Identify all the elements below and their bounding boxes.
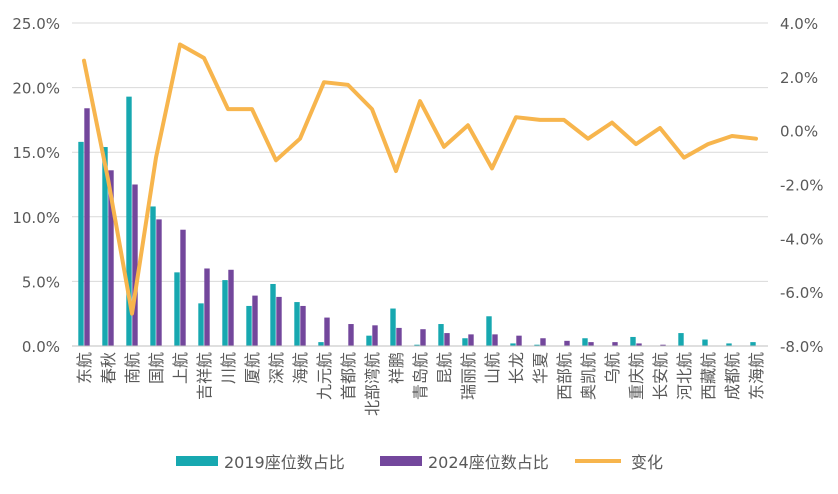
bar-2024 <box>156 219 161 346</box>
bar-2019 <box>678 333 683 346</box>
bar-2019 <box>222 280 227 346</box>
bar-2019 <box>438 324 443 346</box>
bar-2019 <box>270 284 275 346</box>
y-right-tick-label: 0.0% <box>780 123 818 141</box>
bar-2024 <box>180 230 185 346</box>
bar-2024 <box>324 318 329 346</box>
x-tick-label: 国航 <box>147 352 166 384</box>
bar-2019 <box>582 338 587 346</box>
x-tick-label: 青岛航 <box>411 352 430 400</box>
x-tick-label: 奥凯航 <box>579 352 598 400</box>
y-right-tick-label: 4.0% <box>780 15 818 33</box>
legend-label: 变化 <box>631 453 663 472</box>
bar-2019 <box>246 306 251 346</box>
bar-2024 <box>612 342 617 346</box>
bar-2019 <box>150 206 155 346</box>
x-tick-label: 厦航 <box>243 352 262 384</box>
x-tick-label: 长安航 <box>651 352 670 400</box>
x-tick-label: 吉祥航 <box>195 352 214 400</box>
bar-2019 <box>702 340 707 346</box>
bar-2019 <box>294 302 299 346</box>
x-tick-label: 河北航 <box>675 352 694 400</box>
bar-2024 <box>468 334 473 346</box>
bar-2019 <box>390 309 395 346</box>
x-tick-label: 华夏 <box>531 352 550 384</box>
legend-swatch <box>176 456 218 466</box>
legend: 2019座位数占比 2024座位数占比 变化 <box>176 453 663 472</box>
x-tick-label: 成都航 <box>723 352 742 400</box>
y-left-tick-label: 10.0% <box>12 209 60 227</box>
x-tick-label: 山航 <box>483 352 502 384</box>
x-tick-label: 乌航 <box>603 352 622 384</box>
y-left-tick-label: 0.0% <box>22 338 60 356</box>
bar-2024 <box>348 324 353 346</box>
x-tick-label: 南航 <box>123 352 142 384</box>
bar-2019 <box>750 342 755 346</box>
y-left-tick-label: 15.0% <box>12 144 60 162</box>
y-right-tick-label: 2.0% <box>780 69 818 87</box>
x-tick-label: 川航 <box>219 352 238 384</box>
bar-2019 <box>486 316 491 346</box>
x-tick-label: 昆航 <box>435 352 454 384</box>
y-left-tick-label: 5.0% <box>22 273 60 291</box>
x-tick-label: 深航 <box>267 352 286 384</box>
bar-2024 <box>444 333 449 346</box>
legend-item: 2019座位数占比 <box>176 453 345 472</box>
bar-2019 <box>174 272 179 346</box>
bar-2019 <box>366 336 371 346</box>
x-tick-label: 瑞丽航 <box>459 352 478 400</box>
y-right-tick-label: -4.0% <box>780 230 824 248</box>
bar-2024 <box>540 338 545 346</box>
bar-2024 <box>372 325 377 346</box>
y-right-tick-label: -2.0% <box>780 177 824 195</box>
x-tick-label: 上航 <box>171 352 190 384</box>
legend-swatch <box>380 456 422 466</box>
bar-2019 <box>198 303 203 346</box>
bar-2019 <box>462 338 467 346</box>
bar-2024 <box>228 270 233 346</box>
legend-item: 2024座位数占比 <box>380 453 549 472</box>
bar-2024 <box>300 306 305 346</box>
bar-2024 <box>276 297 281 346</box>
bar-2024 <box>516 336 521 346</box>
bar-2024 <box>252 296 257 346</box>
legend-label: 2019座位数占比 <box>224 453 345 472</box>
bar-2024 <box>564 341 569 346</box>
legend-item: 变化 <box>575 453 663 472</box>
y-left-tick-label: 20.0% <box>12 80 60 98</box>
x-tick-label: 重庆航 <box>627 352 646 400</box>
x-tick-label: 东海航 <box>747 352 766 400</box>
y-right-tick-label: -8.0% <box>780 338 824 356</box>
x-tick-label: 首都航 <box>339 352 358 400</box>
bar-2024 <box>420 329 425 346</box>
x-tick-label: 长龙 <box>507 352 526 384</box>
bar-2024 <box>132 185 137 347</box>
x-tick-label: 西藏航 <box>699 352 718 400</box>
x-tick-label: 祥鹏 <box>387 352 406 384</box>
bar-2019 <box>78 142 83 346</box>
bar-2019 <box>630 337 635 346</box>
legend-label: 2024座位数占比 <box>428 453 549 472</box>
x-tick-label: 东航 <box>75 352 94 384</box>
x-tick-label: 九元航 <box>315 352 334 400</box>
x-tick-label: 西部航 <box>555 352 574 400</box>
y-right-tick-label: -6.0% <box>780 284 824 302</box>
x-tick-label: 春秋 <box>99 352 118 384</box>
x-tick-label: 北部湾航 <box>363 352 382 416</box>
bar-2024 <box>84 108 89 346</box>
y-left-tick-label: 25.0% <box>12 15 60 33</box>
bar-2019 <box>318 342 323 346</box>
bar-2024 <box>588 342 593 346</box>
x-tick-label: 海航 <box>291 352 310 384</box>
bar-2024 <box>492 334 497 346</box>
bar-2024 <box>204 268 209 346</box>
bar-2024 <box>396 328 401 346</box>
